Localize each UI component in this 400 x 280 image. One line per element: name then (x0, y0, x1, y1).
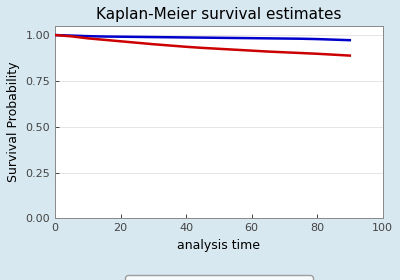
AKI=0 (200, 36, 205, 39)
AKI=1 (249, 49, 254, 52)
Legend: AKI=0, AKI=1: AKI=0, AKI=1 (125, 275, 313, 280)
AKI=1 (134, 41, 139, 45)
Title: Kaplan-Meier survival estimates: Kaplan-Meier survival estimates (96, 7, 342, 22)
AKI=1 (348, 54, 352, 57)
AKI=1 (184, 45, 188, 48)
AKI=0 (233, 36, 238, 40)
AKI=1 (69, 35, 74, 38)
AKI=1 (331, 53, 336, 56)
AKI=1 (233, 48, 238, 52)
AKI=0 (348, 39, 352, 42)
X-axis label: analysis time: analysis time (177, 239, 260, 252)
AKI=1 (53, 33, 58, 37)
AKI=1 (298, 51, 303, 55)
AKI=1 (102, 38, 107, 41)
AKI=0 (86, 34, 90, 38)
AKI=0 (298, 37, 303, 40)
AKI=0 (216, 36, 221, 39)
AKI=0 (266, 37, 270, 40)
AKI=0 (102, 35, 107, 38)
Y-axis label: Survival Probability: Survival Probability (7, 62, 20, 182)
AKI=0 (69, 34, 74, 37)
AKI=0 (184, 36, 188, 39)
AKI=0 (53, 33, 58, 37)
AKI=1 (86, 37, 90, 40)
AKI=0 (134, 35, 139, 39)
AKI=1 (167, 44, 172, 47)
AKI=0 (249, 36, 254, 40)
Line: AKI=1: AKI=1 (55, 35, 350, 56)
AKI=1 (266, 50, 270, 53)
AKI=1 (200, 46, 205, 50)
AKI=0 (151, 35, 156, 39)
AKI=0 (331, 38, 336, 41)
AKI=1 (315, 52, 320, 55)
AKI=1 (151, 43, 156, 46)
AKI=1 (118, 39, 123, 43)
AKI=0 (315, 38, 320, 41)
AKI=0 (282, 37, 287, 40)
AKI=1 (282, 51, 287, 54)
AKI=0 (167, 36, 172, 39)
AKI=0 (118, 35, 123, 38)
AKI=1 (216, 47, 221, 50)
Line: AKI=0: AKI=0 (55, 35, 350, 40)
